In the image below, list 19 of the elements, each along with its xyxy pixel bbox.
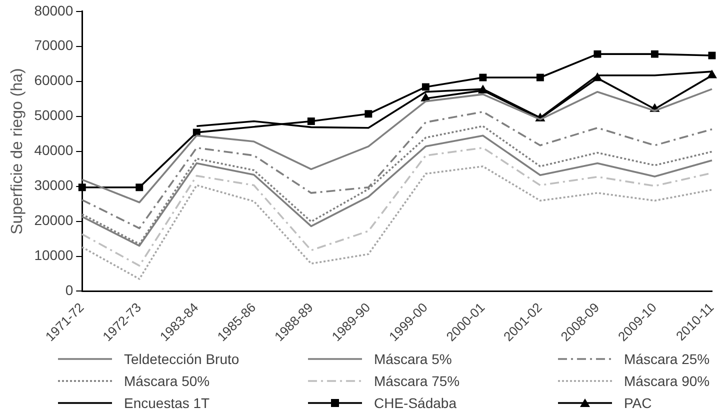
legend-label: Máscara 50% [124,372,210,391]
y-tick-label: 70000 [34,37,74,54]
y-tick-label: 0 [65,282,74,298]
legend-label: CHE-Sádaba [374,394,456,413]
y-tick-label: 30000 [34,177,74,194]
y-axis-title: Superficie de riego (ha) [9,68,26,234]
y-tick-label: 40000 [34,142,74,158]
legend-label: Teldetección Bruto [124,350,240,369]
legend-label: Máscara 5% [374,350,452,369]
legend-label: PAC [624,394,652,413]
legend-label: Máscara 75% [374,372,460,391]
legend-label: Máscara 90% [624,372,710,391]
y-tick-label: 50000 [34,107,74,124]
y-tick-label: 80000 [34,2,74,18]
y-tick-label: 10000 [34,247,74,264]
y-tick-label: 60000 [34,72,74,88]
legend-label: Máscara 25% [624,350,710,369]
y-tick-label: 20000 [34,212,74,228]
legend-label: Encuestas 1T [124,394,210,413]
